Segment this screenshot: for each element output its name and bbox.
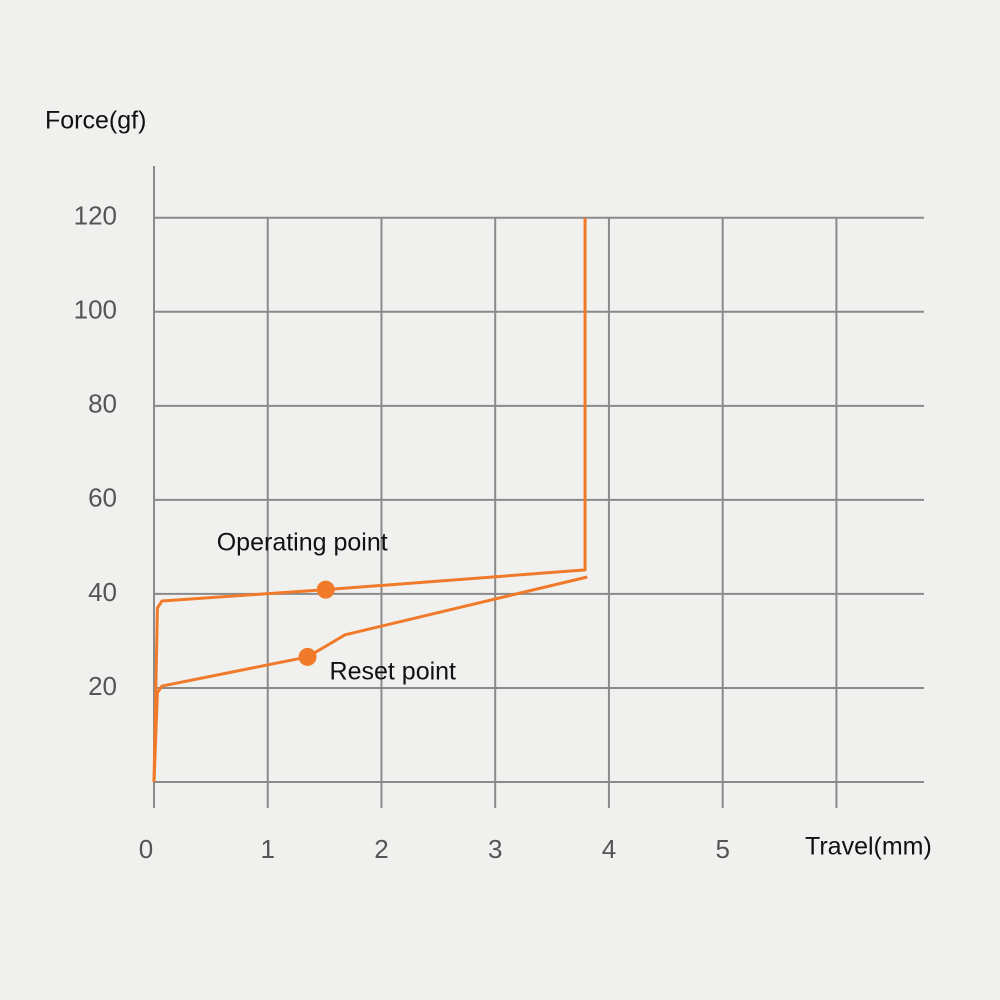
x-axis-title: Travel(mm) bbox=[805, 833, 932, 861]
y-tick-label: 100 bbox=[74, 295, 117, 325]
x-tick-label: 5 bbox=[715, 834, 729, 864]
y-tick-label: 60 bbox=[88, 483, 117, 513]
x-tick-label: 0 bbox=[139, 834, 153, 864]
force-curve bbox=[152, 575, 588, 783]
x-tick-label: 3 bbox=[488, 834, 502, 864]
y-tick-label: 20 bbox=[88, 671, 117, 701]
x-tick-label: 2 bbox=[374, 834, 388, 864]
y-axis-title: Force(gf) bbox=[45, 107, 146, 135]
x-tick-label: 1 bbox=[261, 834, 275, 864]
y-tick-label: 40 bbox=[88, 577, 117, 607]
point-marker bbox=[316, 580, 335, 599]
point-marker bbox=[298, 647, 317, 666]
y-tick-label: 120 bbox=[74, 201, 117, 231]
point-label: Reset point bbox=[330, 658, 457, 686]
x-tick-label: 4 bbox=[602, 834, 616, 864]
y-tick-label: 80 bbox=[88, 389, 117, 419]
force-curve bbox=[152, 217, 587, 783]
point-label: Operating point bbox=[217, 528, 388, 556]
